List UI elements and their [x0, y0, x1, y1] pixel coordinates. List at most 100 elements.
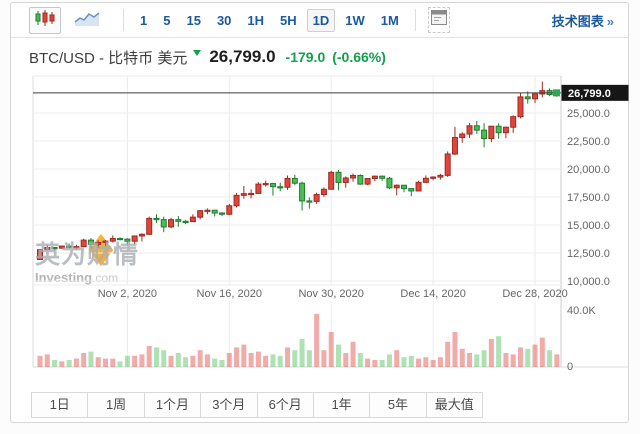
- volume-bar: [525, 348, 531, 367]
- volume-bar: [183, 357, 189, 367]
- range-1month-button[interactable]: 1个月: [144, 393, 202, 417]
- volume-max-label: 40.0K: [567, 305, 596, 317]
- candle-body: [401, 184, 407, 190]
- technical-chart-label: 技术图表: [551, 13, 604, 29]
- candle-body: [175, 219, 182, 222]
- candle-body: [80, 239, 87, 248]
- volume-bar: [299, 339, 305, 367]
- volume-bar: [103, 358, 109, 367]
- line-chart-icon: [74, 10, 100, 31]
- chart-panel-icon: [430, 10, 447, 30]
- candle-body: [488, 125, 495, 140]
- candle-body: [430, 176, 437, 179]
- range-max-button[interactable]: 最大值: [426, 393, 482, 417]
- chevron-right-icon: »: [606, 13, 614, 29]
- line-chart-type-button[interactable]: [69, 6, 105, 34]
- interval-5h[interactable]: 5H: [280, 12, 297, 28]
- volume-bar: [350, 341, 356, 367]
- candle-body: [240, 193, 247, 196]
- x-axis-label: Dec 14, 2020: [400, 288, 465, 300]
- price-chart[interactable]: 25,000.0 22,500.0 20,000.0 17,500.0 15,000.0…: [11, 71, 630, 371]
- volume-bar: [547, 350, 553, 367]
- last-price: 26,799.0: [209, 47, 276, 66]
- volume-bar: [161, 350, 167, 367]
- volume-min-label: 0: [567, 361, 573, 371]
- volume-bar: [110, 358, 116, 367]
- candle-body: [73, 246, 80, 249]
- interval-1m[interactable]: 1M: [380, 12, 399, 28]
- interval-1d[interactable]: 1D: [306, 8, 336, 32]
- interval-1h[interactable]: 1H: [247, 12, 265, 28]
- interval-1[interactable]: 1: [140, 12, 148, 28]
- interval-15[interactable]: 15: [186, 12, 201, 28]
- candle-body: [248, 192, 255, 196]
- candle-body: [481, 129, 488, 140]
- candle-body: [109, 237, 116, 242]
- candle-body: [131, 235, 138, 242]
- candle-body: [328, 171, 335, 190]
- chart-settings-button[interactable]: [427, 7, 450, 33]
- candle-body: [269, 183, 276, 188]
- volume-bar: [430, 360, 436, 367]
- candle-body: [51, 247, 58, 250]
- interval-selector: 1 5 15 30 1H 5H 1D 1W 1M: [134, 8, 405, 32]
- x-axis-label: Dec 28, 2020: [502, 288, 567, 300]
- symbol-title: BTC/USD - 比特币 美元: [29, 49, 188, 67]
- candle-body: [66, 245, 73, 248]
- volume-bar: [139, 354, 145, 367]
- y-axis-label: 10,000.0: [567, 276, 610, 288]
- volume-bar: [510, 354, 516, 367]
- volume-bar: [117, 361, 123, 367]
- interval-30[interactable]: 30: [216, 12, 232, 28]
- volume-bar: [503, 353, 509, 367]
- volume-bar: [241, 344, 247, 367]
- range-1day-button[interactable]: 1日: [32, 393, 89, 417]
- candle-body: [291, 177, 298, 184]
- candle-body: [451, 137, 458, 155]
- range-5year-button[interactable]: 5年: [370, 393, 427, 417]
- candle-body: [386, 177, 393, 189]
- candle-body: [117, 237, 124, 241]
- candle-body: [466, 125, 473, 135]
- candle-body: [299, 182, 306, 202]
- candlestick-chart-type-button[interactable]: [29, 6, 61, 34]
- volume-bar: [88, 351, 94, 367]
- y-axis-label: 12,500.0: [567, 248, 610, 260]
- chart-area: 英为财情 Investing.com 25,000.0 22,500.0 20,00…: [11, 71, 630, 371]
- candle-body: [189, 216, 196, 223]
- range-6month-button[interactable]: 6个月: [257, 393, 314, 417]
- candle-body: [320, 188, 327, 196]
- range-1week-button[interactable]: 1周: [88, 393, 145, 417]
- candle-body: [58, 245, 65, 249]
- volume-bar: [81, 353, 87, 367]
- volume-bar: [532, 344, 538, 367]
- candle-body: [364, 178, 371, 185]
- volume-bar: [226, 353, 232, 367]
- current-price-badge: [561, 84, 629, 101]
- candle-body: [313, 194, 320, 202]
- volume-bar: [394, 350, 400, 367]
- range-3month-button[interactable]: 3个月: [201, 393, 258, 417]
- volume-bar: [168, 355, 174, 367]
- interval-5[interactable]: 5: [163, 12, 171, 28]
- interval-1w[interactable]: 1W: [345, 12, 365, 28]
- candle-body: [204, 209, 211, 212]
- volume-bar: [73, 358, 79, 367]
- candle-body: [444, 153, 451, 176]
- candle-body: [532, 93, 539, 100]
- range-selector: 1日 1周 1个月 3个月 6个月 1年 5年 最大值: [31, 392, 483, 418]
- volume-bar: [292, 350, 298, 367]
- volume-bar: [314, 313, 320, 367]
- current-price-badge-label: 26,799.0: [568, 88, 611, 100]
- candlestick-icon: [34, 9, 56, 31]
- technical-chart-link[interactable]: 技术图表»: [552, 11, 614, 30]
- candle-body: [211, 209, 218, 214]
- candle-body: [524, 96, 531, 100]
- candle-body: [37, 249, 43, 260]
- candle-body: [510, 116, 517, 128]
- range-1year-button[interactable]: 1年: [313, 393, 371, 417]
- candle-body: [459, 133, 466, 139]
- volume-bar: [59, 361, 65, 367]
- y-axis-label: 17,500.0: [567, 192, 610, 204]
- toolbar-divider: [414, 9, 416, 31]
